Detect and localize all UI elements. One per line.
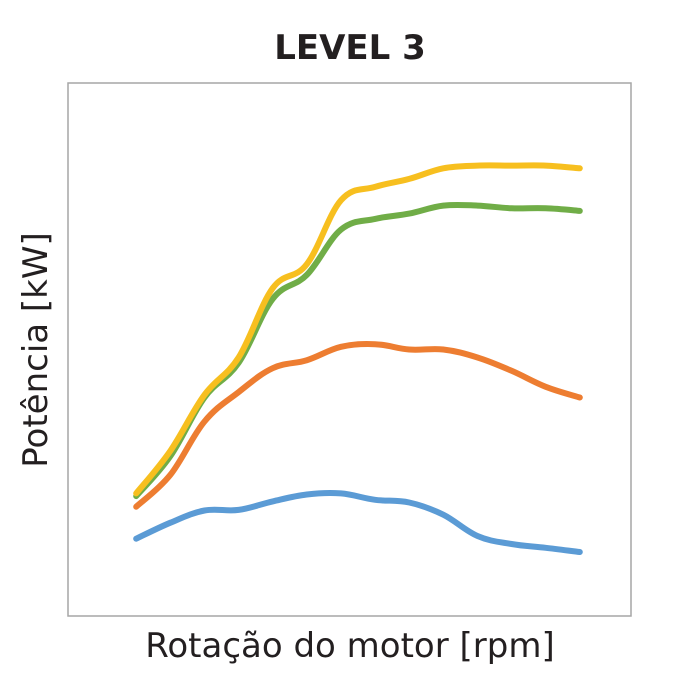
y-axis-label: Potência [kW] [16,232,56,468]
series-line-4 [133,162,583,497]
chart-title: LEVEL 3 [274,28,426,68]
x-axis-label: Rotação do motor [rpm] [145,626,555,666]
series-layer [133,162,583,555]
series-line-2 [133,341,583,510]
series-line-1 [133,489,583,555]
